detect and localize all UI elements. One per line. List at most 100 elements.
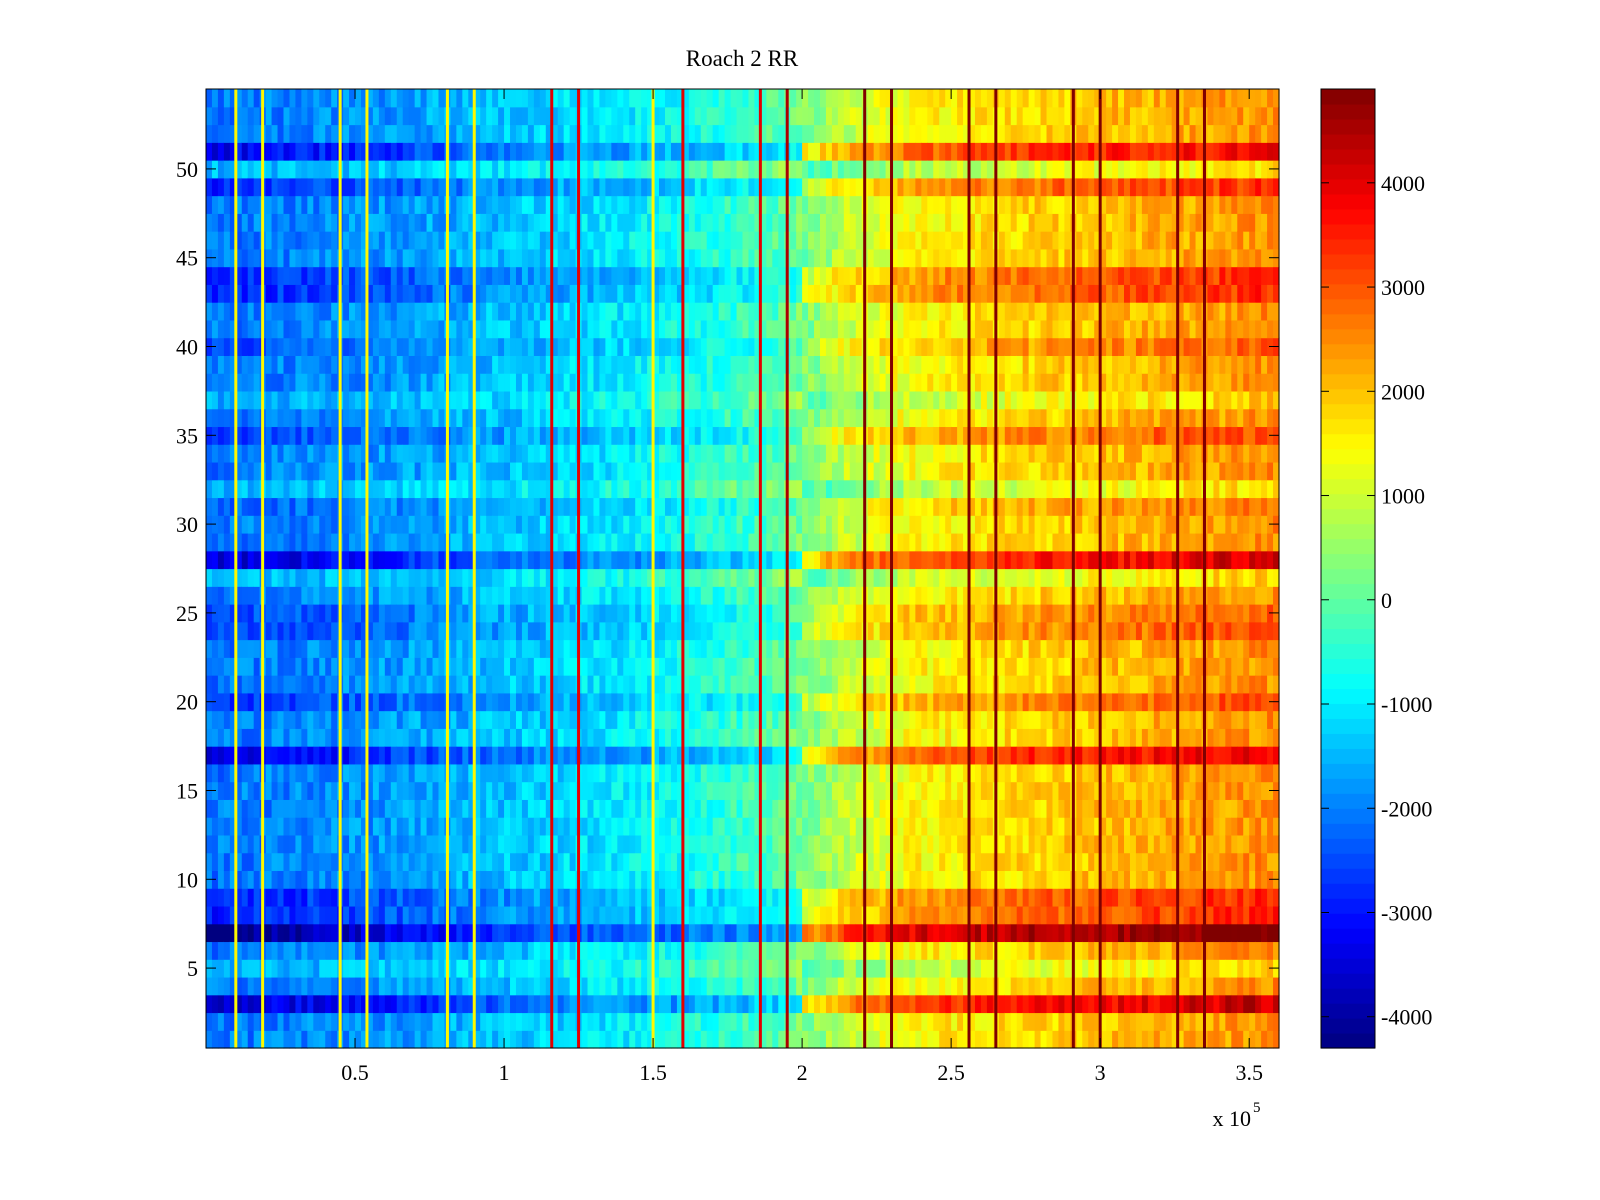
heatmap-cell — [623, 799, 630, 818]
heatmap-cell — [253, 1012, 261, 1031]
heatmap-cell — [551, 621, 559, 641]
heatmap-cell — [265, 763, 273, 783]
heatmap-cell — [378, 124, 386, 143]
heatmap-cell — [742, 106, 750, 126]
heatmap-cell — [539, 817, 547, 836]
heatmap-cell — [468, 781, 475, 800]
heatmap-cell — [468, 302, 475, 321]
heatmap-cell — [748, 408, 756, 428]
heatmap-cell — [331, 302, 338, 321]
heatmap-cell — [742, 124, 750, 143]
heatmap-cell — [426, 124, 434, 143]
heatmap-cell — [241, 817, 249, 836]
heatmap-cell — [271, 888, 279, 907]
heatmap-cell — [289, 231, 297, 250]
heatmap-cell — [700, 390, 708, 410]
heatmap-cell — [647, 177, 654, 197]
heatmap-cell — [229, 160, 237, 179]
heatmap-cell — [510, 231, 517, 250]
heatmap-cell — [462, 302, 469, 321]
heatmap-cell — [688, 888, 696, 907]
heatmap-cell — [271, 426, 279, 445]
heatmap-cell — [539, 302, 547, 321]
heatmap-cell — [712, 941, 720, 960]
heatmap-cell — [253, 160, 261, 179]
heatmap-cell — [307, 355, 314, 374]
heatmap-cell — [241, 302, 249, 321]
heatmap-cell — [229, 657, 237, 676]
heatmap-cell — [265, 444, 273, 463]
heatmap-cell — [504, 923, 511, 943]
heatmap-cell — [688, 976, 696, 996]
heatmap-cell — [366, 444, 374, 463]
heatmap-cell — [283, 568, 291, 587]
heatmap-cell — [360, 994, 368, 1014]
heatmap-cell — [551, 976, 559, 996]
heatmap-cell — [676, 976, 684, 996]
heatmap-cell — [217, 408, 225, 428]
heatmap-cell — [211, 568, 219, 587]
heatmap-cell — [563, 284, 571, 303]
heatmap-cell — [331, 142, 338, 161]
heatmap-cell — [545, 89, 553, 108]
heatmap-cell — [378, 604, 386, 623]
heatmap-cell — [295, 763, 302, 783]
heatmap-cell — [569, 852, 577, 872]
heatmap-cell — [235, 675, 243, 694]
heatmap-cell — [641, 870, 648, 889]
heatmap-cell — [545, 337, 553, 356]
heatmap-cell — [343, 905, 350, 925]
heatmap-cell — [629, 355, 636, 374]
heatmap-cell — [742, 781, 750, 800]
heatmap-cell — [486, 923, 493, 943]
heatmap-cell — [366, 479, 374, 499]
heatmap-cell — [474, 994, 481, 1014]
heatmap-cell — [265, 604, 273, 623]
heatmap-cell — [539, 461, 547, 481]
heatmap-cell — [289, 621, 297, 641]
heatmap-cell — [676, 248, 684, 268]
heatmap-cell — [700, 195, 708, 214]
heatmap-cell — [402, 852, 410, 872]
heatmap-cell — [474, 728, 481, 747]
heatmap-cell — [635, 142, 642, 161]
heatmap-cell — [235, 177, 243, 197]
heatmap-cell — [349, 248, 356, 268]
heatmap-cell — [319, 461, 326, 481]
heatmap-cell — [295, 959, 302, 978]
heatmap-cell — [623, 248, 630, 268]
heatmap-cell — [241, 959, 249, 978]
heatmap-cell — [724, 160, 732, 179]
heatmap-cell — [450, 373, 457, 392]
heatmap-cell — [349, 231, 356, 250]
heatmap-cell — [420, 124, 428, 143]
heatmap-cell — [551, 568, 559, 587]
heatmap-cell — [665, 319, 672, 339]
heatmap-cell — [515, 728, 523, 747]
heatmap-cell — [277, 657, 285, 676]
heatmap-cell — [372, 728, 380, 747]
heatmap-cell — [331, 124, 338, 143]
heatmap-cell — [468, 89, 475, 108]
heatmap-cell — [343, 799, 350, 818]
heatmap-cell — [724, 284, 732, 303]
heatmap-cell — [349, 763, 356, 783]
heatmap-cell — [748, 302, 756, 321]
heatmap-cell — [605, 639, 612, 658]
heatmap-cell — [372, 604, 380, 623]
heatmap-cell — [247, 444, 255, 463]
heatmap-cell — [498, 390, 505, 410]
heatmap-cell — [676, 852, 684, 872]
heatmap-cell — [742, 248, 750, 268]
heatmap-cell — [510, 568, 517, 587]
heatmap-cell — [587, 177, 595, 197]
heatmap-cell — [599, 213, 606, 232]
heatmap-cell — [748, 568, 756, 587]
heatmap-cell — [355, 852, 362, 872]
heatmap-cell — [730, 976, 738, 996]
heatmap-cell — [474, 763, 481, 783]
heatmap-cell — [718, 426, 726, 445]
heatmap-cell — [682, 994, 690, 1014]
heatmap-cell — [343, 959, 350, 978]
heatmap-cell — [283, 213, 291, 232]
